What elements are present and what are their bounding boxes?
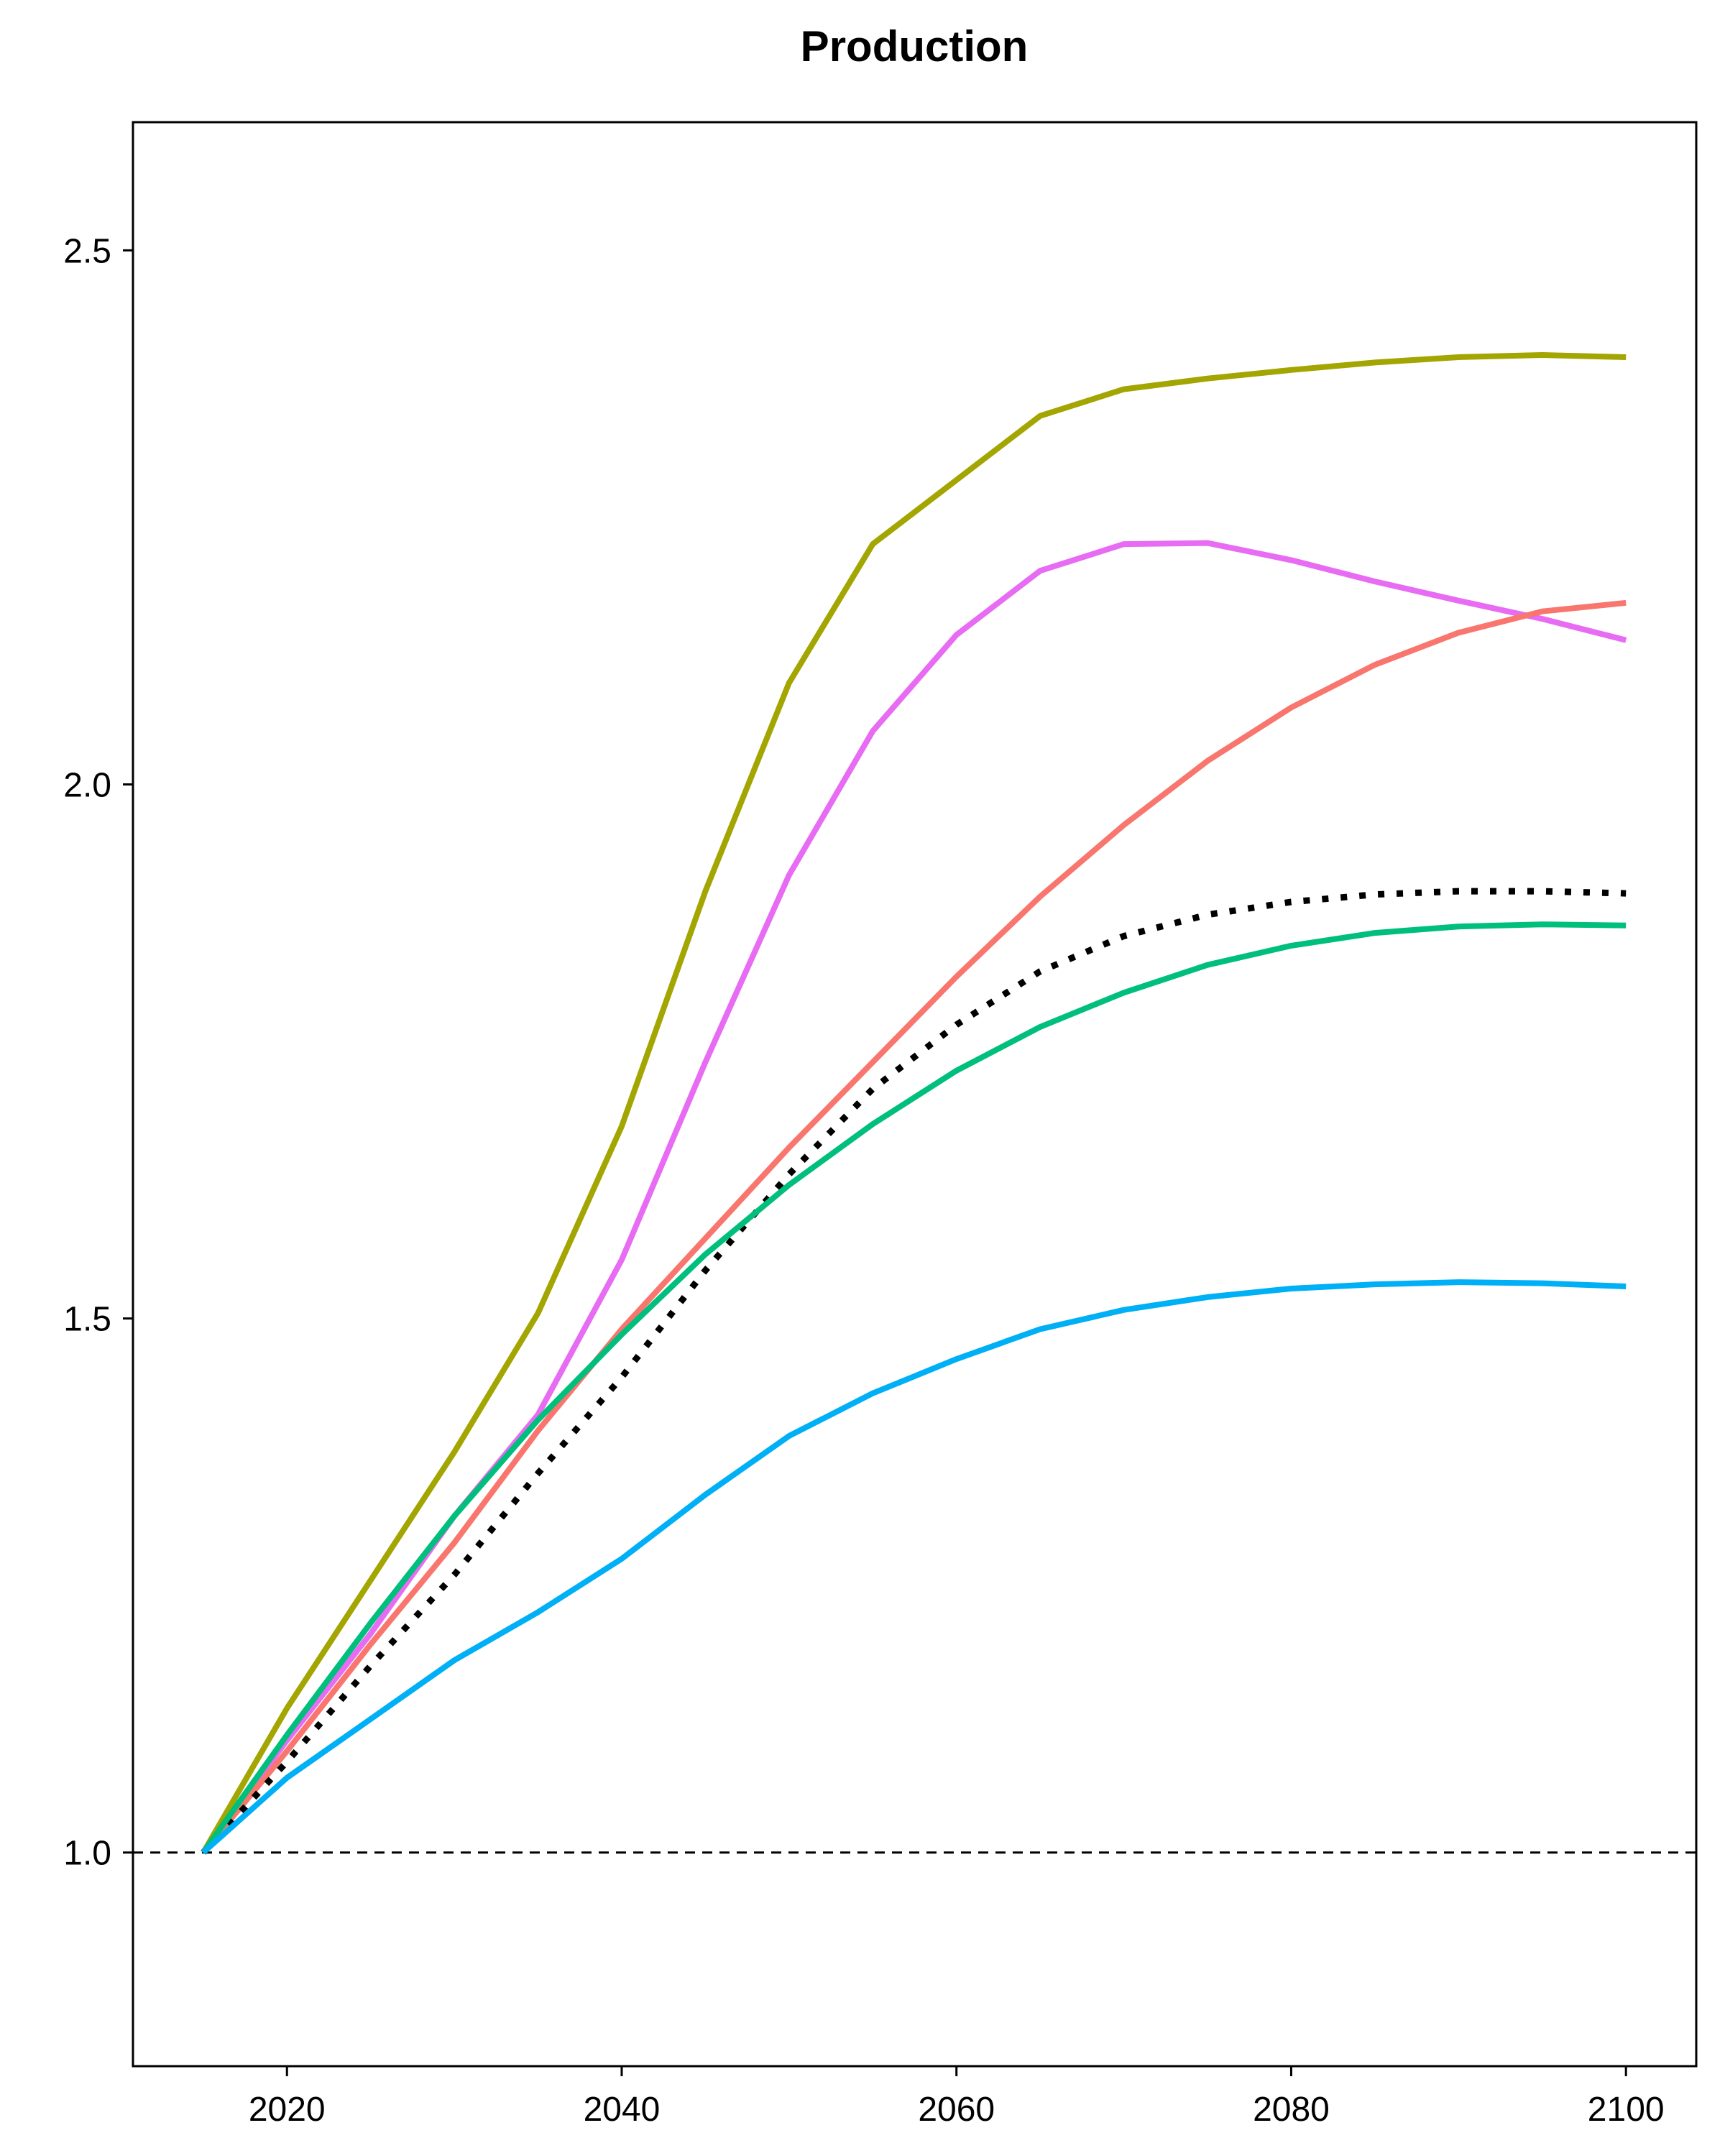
series-red-line (201, 599, 1627, 1855)
plot-area (133, 352, 1696, 1855)
plot-frame (132, 121, 1698, 2068)
x-tick-label: 2040 (584, 2091, 661, 2129)
series-magenta-line (201, 540, 1627, 1855)
y-tick-label: 1.0 (63, 1835, 111, 1873)
x-tick-label: 2080 (1253, 2091, 1330, 2129)
x-tick-label: 2060 (918, 2091, 995, 2129)
axes: 2020 2040 2060 2080 2100 1.0 1.5 2.0 2.5 (63, 232, 1664, 2129)
series-olive-line (201, 352, 1627, 1854)
x-tick-label: 2020 (249, 2091, 326, 2129)
series-average-line (201, 888, 1627, 1855)
y-tick-label: 2.5 (63, 232, 111, 270)
series-blue-line (201, 1279, 1627, 1855)
y-tick-label: 1.5 (63, 1301, 111, 1339)
x-tick-label: 2100 (1588, 2091, 1665, 2129)
y-tick-label: 2.0 (63, 766, 111, 804)
chart-title: Production (801, 22, 1029, 70)
series-green-line (201, 921, 1627, 1855)
